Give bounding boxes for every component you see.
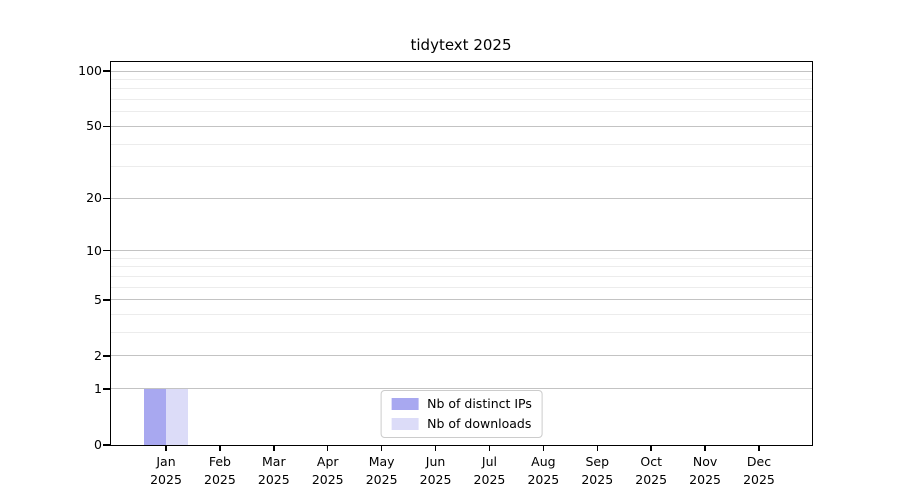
major-gridline: [111, 125, 812, 127]
x-tick-label: Oct 2025: [635, 454, 668, 487]
x-tick-label: Aug 2025: [527, 454, 560, 487]
minor-gridline: [111, 143, 812, 145]
x-tick-mark: [596, 445, 598, 451]
x-tick-label: Jul 2025: [473, 454, 506, 487]
y-tick-label: 5: [94, 291, 102, 307]
minor-gridline: [111, 79, 812, 81]
x-tick-mark: [542, 445, 545, 451]
x-tick-label: Jan 2025: [150, 454, 182, 487]
x-tick-mark: [327, 445, 329, 451]
minor-gridline: [111, 286, 812, 288]
x-tick-label: Jun 2025: [419, 454, 452, 487]
legend: Nb of distinct IPs Nb of downloads: [380, 390, 543, 438]
minor-gridline: [111, 276, 812, 278]
y-tick-mark: [103, 125, 110, 128]
legend-swatch-distinct-ips: [391, 398, 419, 411]
y-tick-label: 2: [94, 347, 102, 363]
y-tick-label: 50: [86, 118, 102, 134]
legend-label: Nb of distinct IPs: [427, 396, 532, 411]
legend-swatch-downloads: [391, 417, 419, 430]
x-tick-mark: [758, 445, 760, 451]
bar-downloads: [166, 388, 188, 445]
major-gridline: [111, 70, 812, 72]
y-tick-mark: [103, 444, 110, 446]
major-gridline: [111, 388, 812, 390]
y-tick-mark: [103, 250, 110, 252]
bar-distinct-ips: [144, 388, 166, 445]
minor-gridline: [111, 332, 812, 334]
y-tick-mark: [103, 197, 110, 200]
x-tick-label: Apr 2025: [311, 454, 344, 487]
x-tick-label: Mar 2025: [257, 454, 290, 487]
x-tick-label: May 2025: [365, 454, 398, 487]
plot-area: 0 1 2 5 10 20 50 100 Jan 2025 Feb 2025 Mar 2025 Apr…: [78, 61, 813, 487]
x-tick-mark: [273, 445, 275, 451]
y-tick-label: 1: [94, 380, 102, 396]
x-tick-mark: [380, 445, 383, 451]
y-tick-mark: [103, 355, 110, 357]
y-tick-label: 10: [86, 242, 102, 258]
major-gridline: [111, 355, 812, 357]
major-gridline: [111, 250, 812, 252]
minor-gridline: [111, 266, 812, 268]
x-tick-mark: [488, 445, 491, 451]
x-tick-label: Nov 2025: [689, 454, 721, 487]
minor-gridline: [111, 111, 812, 113]
y-tick-mark: [103, 299, 110, 301]
legend-entry: Nb of downloads: [391, 415, 532, 431]
x-tick-label: Dec 2025: [743, 454, 775, 487]
major-gridline: [111, 299, 812, 301]
x-tick-mark: [219, 445, 221, 451]
y-tick-label: 100: [78, 62, 102, 78]
y-tick-label: 20: [86, 190, 102, 206]
x-tick-label: Feb 2025: [204, 454, 236, 487]
minor-gridline: [111, 99, 812, 101]
chart-title: tidytext 2025: [410, 36, 512, 54]
legend-label: Nb of downloads: [427, 415, 532, 431]
major-gridline: [111, 197, 812, 199]
minor-gridline: [111, 314, 812, 316]
x-tick-label: Sep 2025: [581, 454, 614, 487]
legend-entry: Nb of distinct IPs: [391, 396, 532, 411]
x-tick-mark: [165, 445, 167, 451]
x-tick-mark: [704, 445, 706, 451]
minor-gridline: [111, 257, 812, 259]
y-tick-mark: [103, 388, 110, 390]
minor-gridline: [111, 166, 812, 168]
y-tick-label: 0: [94, 436, 102, 452]
x-tick-mark: [434, 445, 437, 451]
minor-gridline: [111, 88, 812, 90]
y-tick-mark: [103, 70, 110, 72]
x-tick-mark: [650, 445, 652, 451]
